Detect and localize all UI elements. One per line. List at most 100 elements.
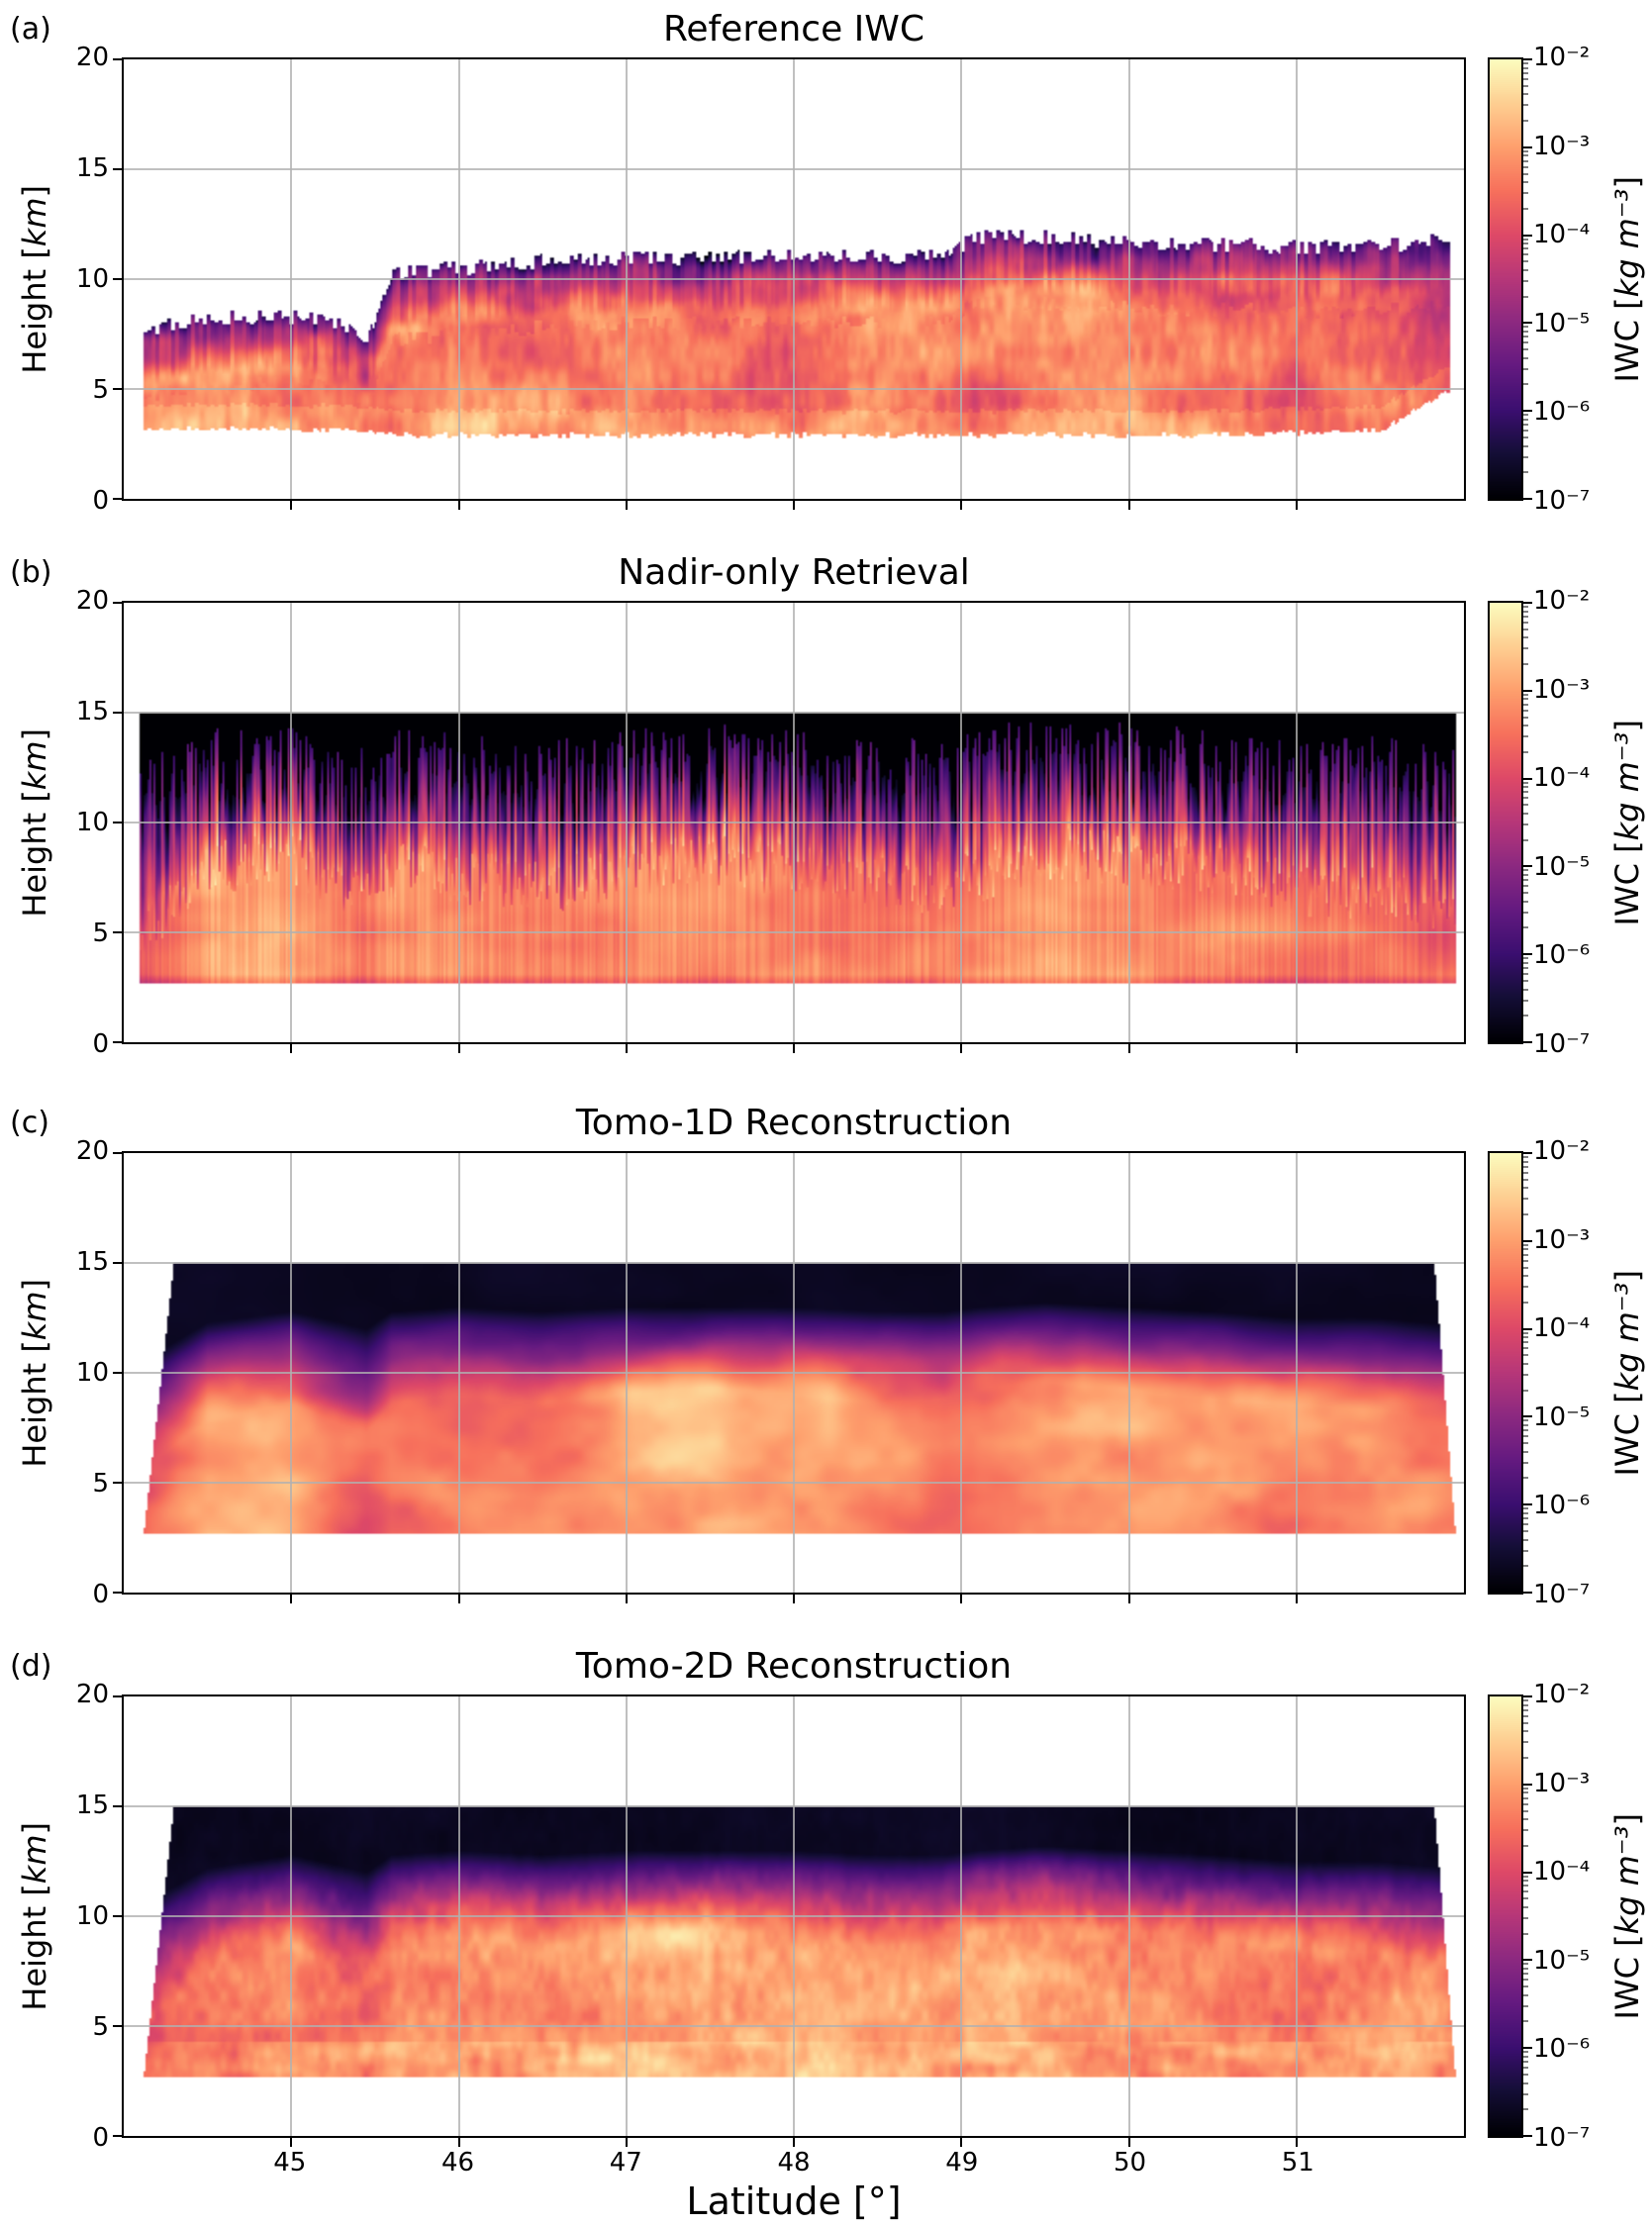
colorbar-minor-tick — [1523, 1791, 1528, 1793]
x-tick-mark — [793, 2138, 795, 2147]
panel-tomo-2d: (d) Tomo-2D Reconstruction Height [km] 0… — [0, 1646, 1652, 2153]
gridline-vertical — [1295, 1153, 1298, 1593]
colorbar-minor-tick — [1523, 879, 1528, 881]
colorbar-minor-tick — [1523, 839, 1528, 841]
colorbar-minor-tick — [1523, 150, 1528, 152]
colorbar-minor-tick — [1523, 414, 1528, 416]
y-tick-labels: 0 5 10 15 20 — [55, 43, 109, 516]
colorbar-minor-tick — [1523, 1435, 1528, 1437]
x-tick-label: 50 — [1113, 2148, 1147, 2178]
y-axis-unit: km — [16, 1291, 53, 1340]
colorbar-minor-tick — [1523, 892, 1528, 894]
gridline-vertical — [625, 603, 628, 1042]
colorbar-minor-tick — [1523, 296, 1528, 298]
colorbar-minor-tick — [1523, 1213, 1528, 1215]
colorbar-tick-mark — [1523, 1503, 1532, 1506]
colorbar-minor-tick — [1523, 173, 1528, 175]
y-tick-label: 5 — [92, 375, 109, 405]
heatmap-plot — [113, 1151, 1466, 1603]
colorbar-tick-label: 10⁻⁴ — [1533, 220, 1591, 250]
colorbar-minor-tick — [1523, 694, 1528, 696]
colorbar-tick-label: 10⁻³ — [1533, 674, 1591, 705]
colorbar-minor-tick — [1523, 72, 1528, 74]
colorbar-tick-label: 10⁻⁷ — [1533, 1580, 1591, 1609]
colorbar — [1488, 601, 1532, 1044]
y-axis-label: Height [km] — [14, 1151, 55, 1595]
gridline-vertical — [1295, 59, 1298, 499]
colorbar-tick-mark — [1523, 1327, 1532, 1330]
colorbar-minor-tick — [1523, 2020, 1528, 2022]
colorbar-minor-tick — [1523, 471, 1528, 473]
colorbar-label: IWC [kg m⁻³] — [1605, 57, 1649, 501]
plot-title: Tomo-1D Reconstruction — [575, 1103, 1013, 1143]
colorbar-minor-tick — [1523, 1523, 1528, 1525]
plot-title: Reference IWC — [662, 9, 925, 49]
colorbar-tick-label: 10⁻⁶ — [1533, 397, 1591, 428]
colorbar-tick-label: 10⁻⁴ — [1533, 763, 1591, 794]
colorbar-tick-label: 10⁻² — [1533, 1136, 1591, 1166]
colorbar-minor-tick — [1523, 208, 1528, 210]
x-tick-mark — [1127, 501, 1130, 510]
x-tick-mark — [625, 1044, 628, 1053]
colorbar-tick-mark — [1523, 953, 1532, 956]
colorbar-tick-mark — [1523, 1783, 1532, 1786]
y-tick-mark — [113, 1482, 122, 1484]
colorbar-minor-tick — [1523, 2074, 1528, 2076]
colorbar-minor-tick — [1523, 735, 1528, 737]
colorbar-label-text: IWC [ — [1608, 1934, 1646, 2020]
colorbar-label: IWC [kg m⁻³] — [1605, 601, 1649, 1044]
colorbar-minor-tick — [1523, 1715, 1528, 1717]
x-tick-mark — [1295, 1595, 1298, 1603]
colorbar-minor-tick — [1523, 1000, 1528, 1002]
x-tick-mark — [290, 1595, 293, 1603]
colorbar-minor-tick — [1523, 1187, 1528, 1189]
y-tick-label: 5 — [92, 2012, 109, 2042]
colorbar-tick-mark — [1523, 322, 1532, 325]
y-tick-label: 15 — [75, 1247, 109, 1277]
colorbar-minor-tick — [1523, 1979, 1528, 1981]
colorbar-tick-label: 10⁻³ — [1533, 1768, 1591, 1798]
colorbar-minor-tick — [1523, 1963, 1528, 1965]
panel-letter: (c) — [10, 1106, 49, 1140]
colorbar-minor-tick — [1523, 2108, 1528, 2110]
colorbar-minor-tick — [1523, 1286, 1528, 1288]
y-tick-labels: 0 5 10 15 20 — [55, 1680, 109, 2153]
y-tick-mark — [113, 58, 122, 60]
y-tick-label: 0 — [92, 2123, 109, 2153]
gridline-vertical — [457, 59, 460, 499]
colorbar-minor-tick — [1523, 424, 1528, 426]
colorbar-minor-tick — [1523, 1699, 1528, 1701]
colorbar-minor-tick — [1523, 616, 1528, 618]
colorbar-minor-tick — [1523, 1906, 1528, 1908]
gridline-vertical — [960, 1696, 963, 2136]
x-tick-mark — [457, 1044, 460, 1053]
colorbar-tick-label: 10⁻⁵ — [1533, 851, 1591, 882]
colorbar-minor-tick — [1523, 957, 1528, 959]
y-tick-mark — [113, 1805, 122, 1807]
colorbar-minor-tick — [1523, 710, 1528, 711]
colorbar-minor-tick — [1523, 791, 1528, 793]
y-tick-mark — [113, 1152, 122, 1154]
colorbar-minor-tick — [1523, 823, 1528, 825]
y-tick-label: 15 — [75, 697, 109, 726]
y-axis-unit: km — [16, 1834, 53, 1884]
colorbar-minor-tick — [1523, 326, 1528, 328]
colorbar-minor-tick — [1523, 1166, 1528, 1168]
y-tick-label: 0 — [92, 1580, 109, 1609]
colorbar-minor-tick — [1523, 636, 1528, 638]
y-tick-mark — [113, 1915, 122, 1917]
plot-title: Nadir-only Retrieval — [618, 552, 970, 593]
colorbar-label-close: ] — [1608, 175, 1646, 189]
colorbar-tick-mark — [1523, 865, 1532, 868]
x-tick-label: 51 — [1281, 2148, 1314, 2178]
x-axis-label: Latitude [°] — [686, 2179, 902, 2223]
colorbar-minor-tick — [1523, 1788, 1528, 1790]
y-axis-label-close: ] — [16, 727, 53, 741]
gridline-vertical — [1127, 1696, 1130, 2136]
gridline-vertical — [793, 1153, 795, 1593]
colorbar-tick-mark — [1523, 58, 1532, 60]
colorbar-tick-label: 10⁻⁵ — [1533, 1402, 1591, 1432]
colorbar-minor-tick — [1523, 869, 1528, 871]
gridline-vertical — [1127, 1153, 1130, 1593]
colorbar-minor-tick — [1523, 341, 1528, 343]
